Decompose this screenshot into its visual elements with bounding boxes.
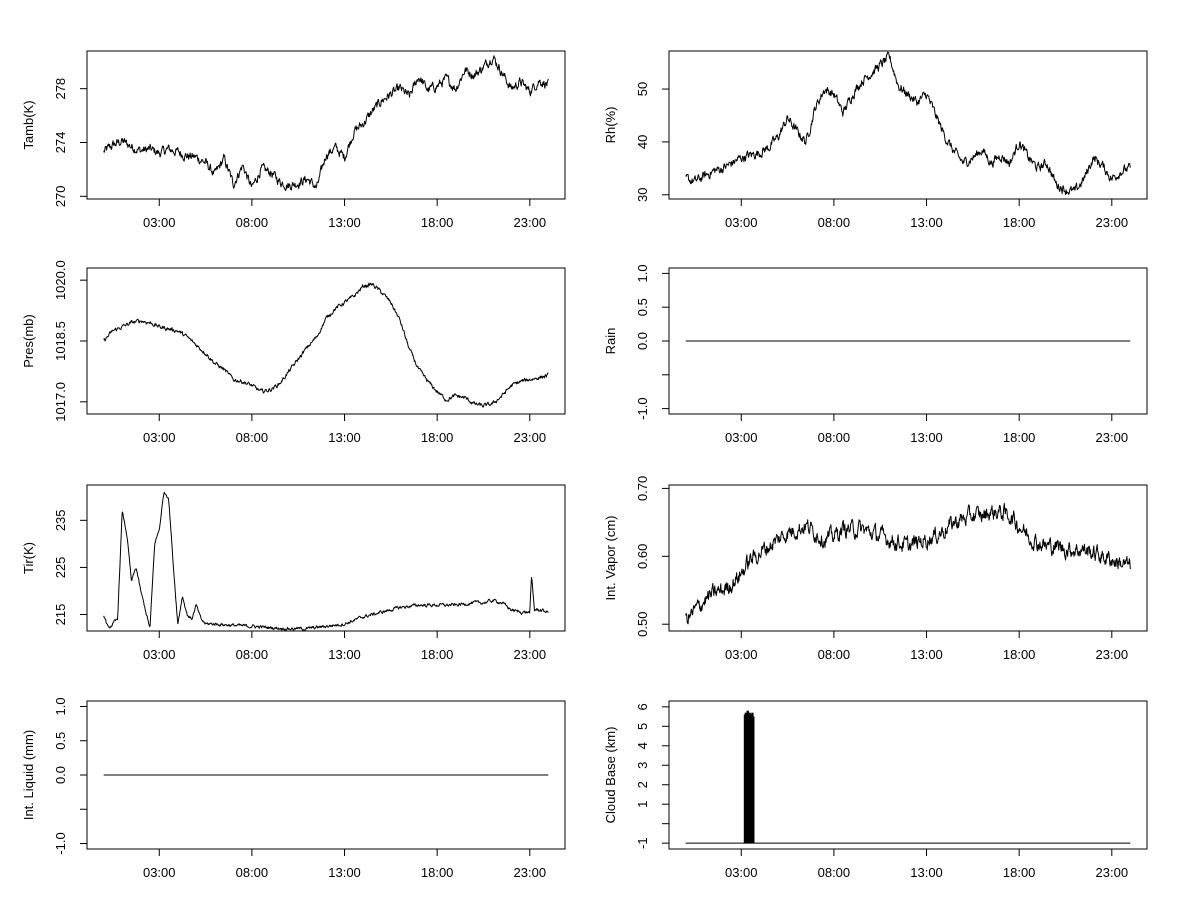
y-axis-title: Tamb(K) <box>21 100 36 149</box>
y-tick-label: 0.70 <box>635 476 650 501</box>
y-tick-label: 0.50 <box>635 612 650 637</box>
x-tick-label: 13:00 <box>910 647 943 662</box>
x-tick-label: 13:00 <box>910 865 943 880</box>
x-tick-label: 23:00 <box>1096 865 1129 880</box>
x-tick-label: 18:00 <box>1003 430 1036 445</box>
panel-tir: 03:00 08:00 13:00 18:00 23:00 215 225 235 Tir(K) <box>21 484 566 662</box>
y-tick-label: 1017.0 <box>53 382 68 422</box>
y-tick-label: 1 <box>635 801 650 808</box>
x-tick-label: 08:00 <box>818 430 851 445</box>
y-tick-label: 0.0 <box>53 766 68 784</box>
plot-frame <box>86 267 566 415</box>
y-tick-label: 235 <box>53 509 68 531</box>
x-tick-label: 08:00 <box>236 215 269 230</box>
y-tick-label: 215 <box>53 604 68 626</box>
x-tick-label: 08:00 <box>818 215 851 230</box>
y-tick-label: -1.0 <box>635 397 650 419</box>
x-tick-label: 18:00 <box>421 430 454 445</box>
y-tick-label: 1020.0 <box>53 260 68 300</box>
y-axis-title: Int. Vapor (cm) <box>603 515 618 600</box>
panel-rain: 03:00 08:00 13:00 18:00 23:00 -1.0 0.0 0.5 1.0 Ra… <box>603 264 1148 445</box>
y-tick-label: 274 <box>53 132 68 154</box>
series-line-intvapor <box>685 502 1131 625</box>
y-tick-label: 0.5 <box>53 732 68 750</box>
x-tick-label: 03:00 <box>725 430 758 445</box>
y-tick-label: 270 <box>53 185 68 207</box>
y-axis-title: Cloud Base (km) <box>603 727 618 824</box>
x-tick-label: 03:00 <box>725 865 758 880</box>
y-tick-label: 1.0 <box>635 264 650 282</box>
x-tick-label: 08:00 <box>236 647 269 662</box>
panel-cloudbase: 03:00 08:00 13:00 18:00 23:00 -1 1 2 3 4 5 6 Cloud B… <box>603 700 1148 880</box>
y-tick-label: 0.5 <box>635 298 650 316</box>
x-tick-label: 13:00 <box>328 647 361 662</box>
x-tick-label: 08:00 <box>818 647 851 662</box>
x-tick-label: 18:00 <box>421 647 454 662</box>
x-tick-label: 08:00 <box>236 430 269 445</box>
y-tick-label: -1.0 <box>53 832 68 854</box>
x-tick-label: 18:00 <box>1003 647 1036 662</box>
y-tick-label: 3 <box>635 762 650 769</box>
y-tick-label: 30 <box>635 188 650 202</box>
x-tick-label: 08:00 <box>236 865 269 880</box>
y-axis-title: Tir(K) <box>21 542 36 574</box>
y-tick-label: 40 <box>635 135 650 149</box>
x-tick-label: 23:00 <box>514 430 547 445</box>
x-tick-label: 13:00 <box>328 430 361 445</box>
x-tick-label: 23:00 <box>1096 215 1129 230</box>
x-tick-label: 23:00 <box>514 865 547 880</box>
series-line-tamb <box>103 55 549 191</box>
panel-rh: 03:00 08:00 13:00 18:00 23:00 30 40 50 Rh(%) <box>603 50 1148 230</box>
x-tick-label: 13:00 <box>910 430 943 445</box>
y-tick-label: 5 <box>635 723 650 730</box>
panel-pres: 03:00 08:00 13:00 18:00 23:00 1017.0 1018.5 102… <box>21 260 566 445</box>
plot-frame <box>668 484 1148 632</box>
x-tick-label: 13:00 <box>910 215 943 230</box>
x-tick-label: 23:00 <box>1096 647 1129 662</box>
x-tick-label: 23:00 <box>514 647 547 662</box>
x-tick-label: 18:00 <box>1003 865 1036 880</box>
panel-tamb: 03:00 08:00 13:00 18:00 23:00 270 274 278 Tamb(K… <box>21 50 566 230</box>
panel-intvapor: 03:00 08:00 13:00 18:00 23:00 0.50 0.60 0.70 Int… <box>603 476 1148 662</box>
x-tick-label: 03:00 <box>143 215 176 230</box>
x-tick-label: 03:00 <box>143 865 176 880</box>
y-tick-label: 1.0 <box>53 697 68 715</box>
y-tick-label: -1 <box>635 837 650 849</box>
x-tick-label: 18:00 <box>421 215 454 230</box>
x-tick-label: 03:00 <box>725 647 758 662</box>
y-tick-label: 1018.5 <box>53 321 68 361</box>
series-line-tir <box>103 491 549 631</box>
plot-frame <box>86 484 566 632</box>
x-tick-label: 18:00 <box>421 865 454 880</box>
x-tick-label: 08:00 <box>818 865 851 880</box>
y-tick-label: 4 <box>635 742 650 749</box>
series-line-rh <box>685 51 1131 195</box>
y-tick-label: 6 <box>635 703 650 710</box>
series-line-pres <box>103 282 549 408</box>
y-tick-label: 50 <box>635 82 650 96</box>
y-tick-label: 2 <box>635 781 650 788</box>
x-tick-label: 03:00 <box>143 647 176 662</box>
cloud-base-bar <box>752 716 755 844</box>
plot-frame <box>668 700 1148 850</box>
y-tick-label: 225 <box>53 557 68 579</box>
y-axis-title: Pres(mb) <box>21 314 36 367</box>
y-tick-label: 0.0 <box>635 332 650 350</box>
plot-frame <box>86 50 566 200</box>
y-tick-label: 0.60 <box>635 544 650 569</box>
y-axis-title: Rh(%) <box>603 107 618 144</box>
x-tick-label: 23:00 <box>514 215 547 230</box>
x-tick-label: 03:00 <box>725 215 758 230</box>
y-tick-label: 278 <box>53 78 68 100</box>
y-axis-title: Int. Liquid (mm) <box>21 730 36 820</box>
x-tick-label: 23:00 <box>1096 430 1129 445</box>
x-tick-label: 03:00 <box>143 430 176 445</box>
x-tick-label: 18:00 <box>1003 215 1036 230</box>
plot-frame <box>668 50 1148 200</box>
x-tick-label: 13:00 <box>328 865 361 880</box>
y-axis-title: Rain <box>603 328 618 355</box>
x-tick-label: 13:00 <box>328 215 361 230</box>
panel-intliquid: 03:00 08:00 13:00 18:00 23:00 -1.0 0.0 0.5 1.0 In… <box>21 697 566 880</box>
